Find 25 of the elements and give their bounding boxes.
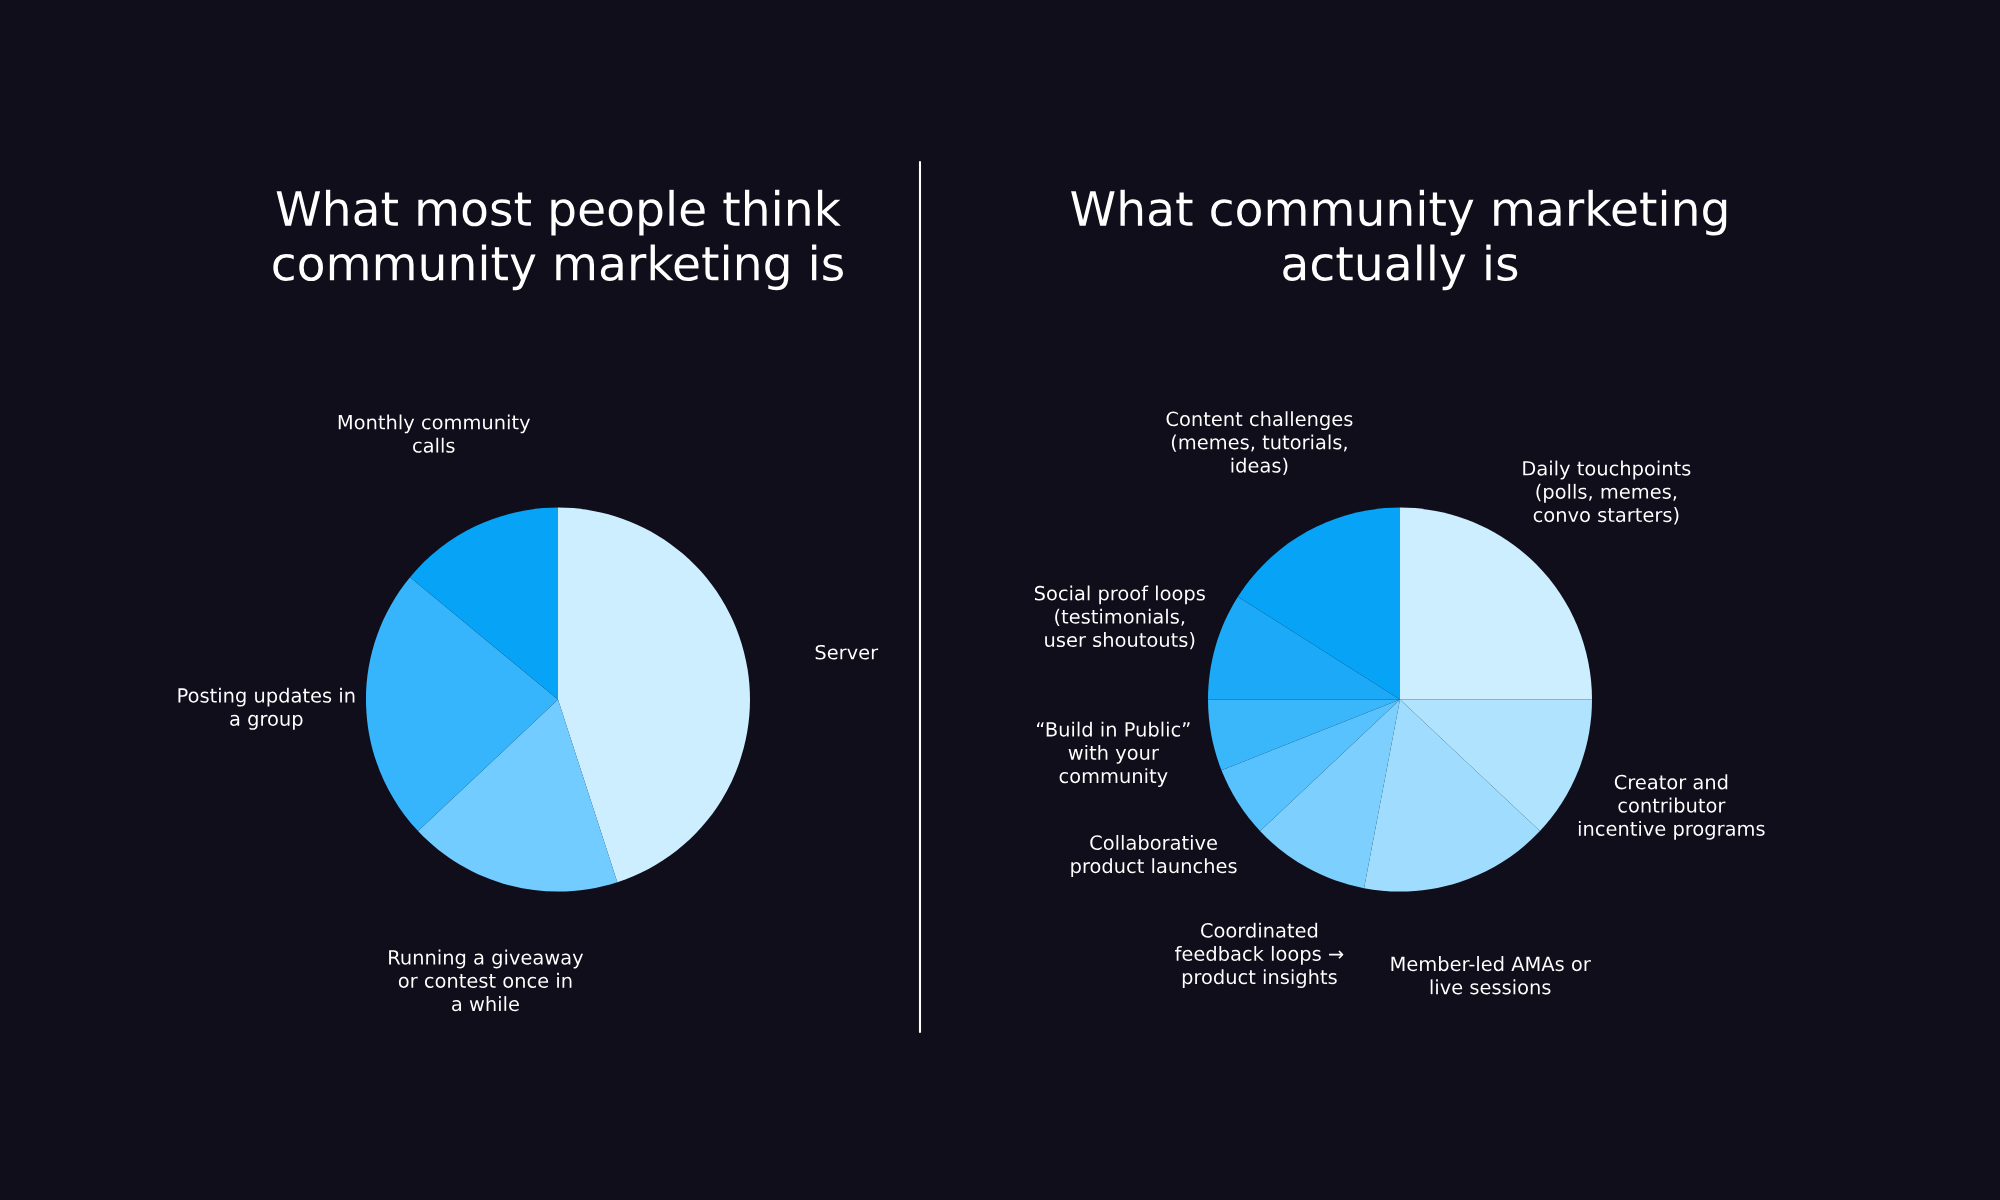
pie-slice bbox=[1221, 699, 1400, 832]
slice-label: Social proof loops (testimonials, user shoutouts) bbox=[1034, 585, 1205, 650]
pie-slice bbox=[1400, 507, 1592, 700]
slice-label: “Build in Public” with your community bbox=[1036, 721, 1190, 787]
pie-slice bbox=[1208, 596, 1400, 700]
slice-label: Creator and contributor incentive programs bbox=[1578, 774, 1765, 840]
slice-label: Posting updates in a group bbox=[178, 687, 355, 730]
pie-slice bbox=[366, 577, 558, 832]
pie-slice bbox=[1260, 699, 1400, 889]
pie-slice bbox=[1364, 699, 1540, 892]
chart-title: What most people think community marketing is bbox=[273, 189, 844, 291]
pie-slice bbox=[558, 507, 750, 883]
slice-label: Content challenges (memes, tutorials, ideas) bbox=[1166, 411, 1353, 476]
chart-title: What community marketing actually is bbox=[1071, 189, 1727, 291]
slice-label: Coordinated feedback loops → product insights bbox=[1175, 922, 1344, 988]
slice-label: Member-led AMAs or live sessions bbox=[1391, 956, 1591, 995]
slice-label: Monthly community calls bbox=[338, 414, 531, 453]
slice-label: Collaborative product launches bbox=[1071, 834, 1237, 878]
pie-slice bbox=[410, 507, 558, 700]
pie-slice bbox=[418, 699, 618, 892]
slice-label: Daily touchpoints (polls, memes, convo starters) bbox=[1523, 460, 1691, 525]
slice-label: Running a giveaway or contest once in a while bbox=[389, 949, 584, 1012]
pie-slice bbox=[1237, 507, 1400, 700]
slice-label: Server bbox=[815, 644, 879, 660]
pie-slice bbox=[1208, 699, 1400, 771]
